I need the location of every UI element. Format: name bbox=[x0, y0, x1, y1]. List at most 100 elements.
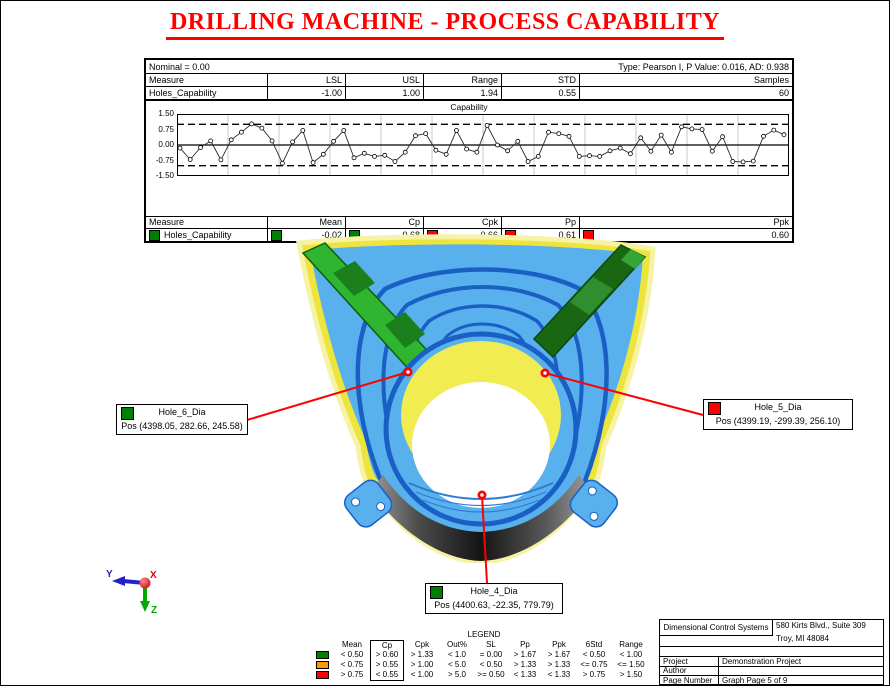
col-std: STD bbox=[501, 74, 579, 86]
col-measure: Measure bbox=[149, 217, 185, 227]
legend-cell: Cpk bbox=[414, 640, 430, 649]
legend-cell: < 0.50 bbox=[582, 650, 606, 659]
z-axis-label: Z bbox=[151, 605, 157, 616]
legend-cell: <= 0.75 bbox=[580, 660, 608, 669]
hole-4-name: Hole_4_Dia bbox=[470, 586, 518, 596]
spec-header-row: Measure LSL USL Range STD Samples bbox=[146, 74, 792, 87]
legend-cell: < 1.00 bbox=[619, 650, 643, 659]
legend-cell: < 1.33 bbox=[513, 670, 537, 679]
legend-cell bbox=[310, 661, 334, 669]
project-label: Project bbox=[663, 657, 688, 666]
hole-5-position: Pos (4399.19, -299.39, 256.10) bbox=[715, 416, 841, 426]
legend-cell: < 5.0 bbox=[447, 660, 466, 669]
axis-triad: X Y Z bbox=[106, 569, 157, 616]
col-usl: USL bbox=[345, 74, 423, 86]
col-range: Range bbox=[423, 74, 501, 86]
col-mean: Mean bbox=[267, 217, 345, 228]
legend-cell: < 1.33 bbox=[547, 670, 571, 679]
part-bottom-band bbox=[371, 475, 591, 561]
col-lsl: LSL bbox=[267, 74, 345, 86]
company-address-2: Troy, MI 48084 bbox=[776, 634, 829, 643]
author-label: Author bbox=[663, 666, 687, 675]
legend-cell: < 1.0 bbox=[447, 650, 466, 659]
callout-hole-4[interactable]: Hole_4_Dia Pos (4400.63, -22.35, 779.79) bbox=[425, 583, 563, 614]
legend-cell: > 1.50 bbox=[619, 670, 643, 679]
mean-cell: -0.02 bbox=[267, 229, 345, 241]
red-swatch bbox=[315, 671, 329, 679]
orange-swatch bbox=[315, 661, 329, 669]
legend-cell bbox=[310, 671, 334, 679]
legend-cell: > 1.67 bbox=[547, 650, 571, 659]
stats-header-row: Measure Mean Cp Cpk Pp Ppk bbox=[146, 216, 792, 229]
mean-value: -0.02 bbox=[321, 230, 342, 240]
measure-name: Holes_Capability bbox=[149, 88, 217, 98]
legend-cell: Range bbox=[619, 640, 643, 649]
legend-row-red: > 0.75 < 0.55 < 1.00 > 5.0 >= 0.50 < 1.33 < 1.… bbox=[310, 669, 658, 681]
legend-cell: > 1.67 bbox=[513, 650, 537, 659]
legend-cell: > 0.55 bbox=[370, 660, 404, 670]
origin-sphere bbox=[139, 577, 151, 589]
mean-status-square bbox=[271, 229, 282, 241]
col-cpk: Cpk bbox=[423, 217, 501, 228]
legend-table: LEGEND Mean Cp Cpk Out% SL Pp Ppk 6Std Range < 0.… bbox=[310, 629, 658, 681]
legend-cell: < 1.00 bbox=[410, 670, 434, 679]
callout-hole-6[interactable]: Hole_6_Dia Pos (4398.05, 282.66, 245.58) bbox=[116, 404, 248, 435]
legend-cell: SL bbox=[486, 640, 496, 649]
legend-header-row: Mean Cp Cpk Out% SL Pp Ppk 6Std Range bbox=[310, 639, 658, 651]
y-axis-arrow bbox=[112, 576, 125, 586]
part-tab-right bbox=[569, 479, 618, 528]
z-axis-arrow bbox=[140, 601, 150, 612]
hole-4-position: Pos (4400.63, -22.35, 779.79) bbox=[434, 600, 554, 610]
legend-cell: > 1.33 bbox=[547, 660, 571, 669]
legend-cell: Cp bbox=[370, 639, 404, 651]
y-tick-label: 0.00 bbox=[158, 140, 174, 149]
samples-value: 60 bbox=[579, 87, 792, 99]
y-tick-label: 1.50 bbox=[158, 109, 174, 118]
x-axis-label: X bbox=[150, 570, 157, 581]
legend-cell: 6Std bbox=[585, 640, 603, 649]
legend-cell: > 1.00 bbox=[410, 660, 434, 669]
y-tick-label: -1.50 bbox=[155, 171, 174, 180]
measure-cell: Holes_Capability bbox=[146, 229, 267, 241]
info-row: Nominal = 0.00 Type: Pearson I, P Value:… bbox=[146, 60, 792, 74]
part-green-band-right bbox=[532, 244, 647, 359]
legend-cell: < 0.75 bbox=[340, 660, 364, 669]
callout-hole-5[interactable]: Hole_5_Dia Pos (4399.19, -299.39, 256.10… bbox=[703, 399, 853, 430]
project-value: Demonstration Project bbox=[722, 657, 802, 666]
legend-cell: > 0.60 bbox=[370, 650, 404, 660]
y-tick-label: -0.75 bbox=[155, 155, 174, 165]
chart-title: Capability bbox=[450, 102, 488, 112]
legend-cell: < 0.50 bbox=[340, 650, 364, 659]
legend-rows: Mean Cp Cpk Out% SL Pp Ppk 6Std Range < 0.50 > 0.6… bbox=[310, 639, 658, 681]
lsl-value: -1.00 bbox=[267, 87, 345, 99]
legend-cell: = 0.00 bbox=[479, 650, 503, 659]
legend-cell: Mean bbox=[341, 640, 362, 649]
company-name: Dimensional Control Systems bbox=[660, 620, 773, 636]
chart-plot-area bbox=[177, 114, 789, 176]
page-number-label: Page Number bbox=[663, 676, 713, 685]
hole-6-position: Pos (4398.05, 282.66, 245.58) bbox=[121, 421, 243, 431]
hole-6-status-square bbox=[121, 407, 134, 420]
std-value: 0.55 bbox=[501, 87, 579, 99]
part-bore-hole bbox=[412, 382, 550, 508]
legend-cell: > 5.0 bbox=[447, 670, 466, 679]
range-value: 1.94 bbox=[423, 87, 501, 99]
legend-cell: <= 1.50 bbox=[617, 660, 645, 669]
col-measure: Measure bbox=[149, 75, 185, 85]
legend-row-orange: < 0.75 > 0.55 > 1.00 < 5.0 < 0.50 > 1.33 > 1.3… bbox=[310, 660, 658, 670]
legend-cell bbox=[310, 651, 334, 659]
legend-cell: > 1.33 bbox=[410, 650, 434, 659]
title-block: Dimensional Control Systems 580 Kirts Bl… bbox=[659, 619, 884, 685]
hole-5-name: Hole_5_Dia bbox=[754, 402, 802, 412]
part-3d-view[interactable] bbox=[253, 233, 693, 563]
legend-cell: Out% bbox=[446, 640, 467, 649]
pp-value: 0.61 bbox=[558, 230, 576, 240]
measure-status-square bbox=[149, 229, 160, 241]
nominal-label: Nominal = 0.00 bbox=[149, 61, 210, 72]
page-title-wrap: DRILLING MACHINE - PROCESS CAPABILITY bbox=[1, 9, 889, 40]
ppk-value: 0.60 bbox=[771, 230, 789, 240]
legend-cell: Ppk bbox=[552, 640, 566, 649]
legend-cell: >= 0.50 bbox=[477, 670, 505, 679]
distribution-label: Type: Pearson I, P Value: 0.016, AD: 0.9… bbox=[618, 61, 789, 72]
